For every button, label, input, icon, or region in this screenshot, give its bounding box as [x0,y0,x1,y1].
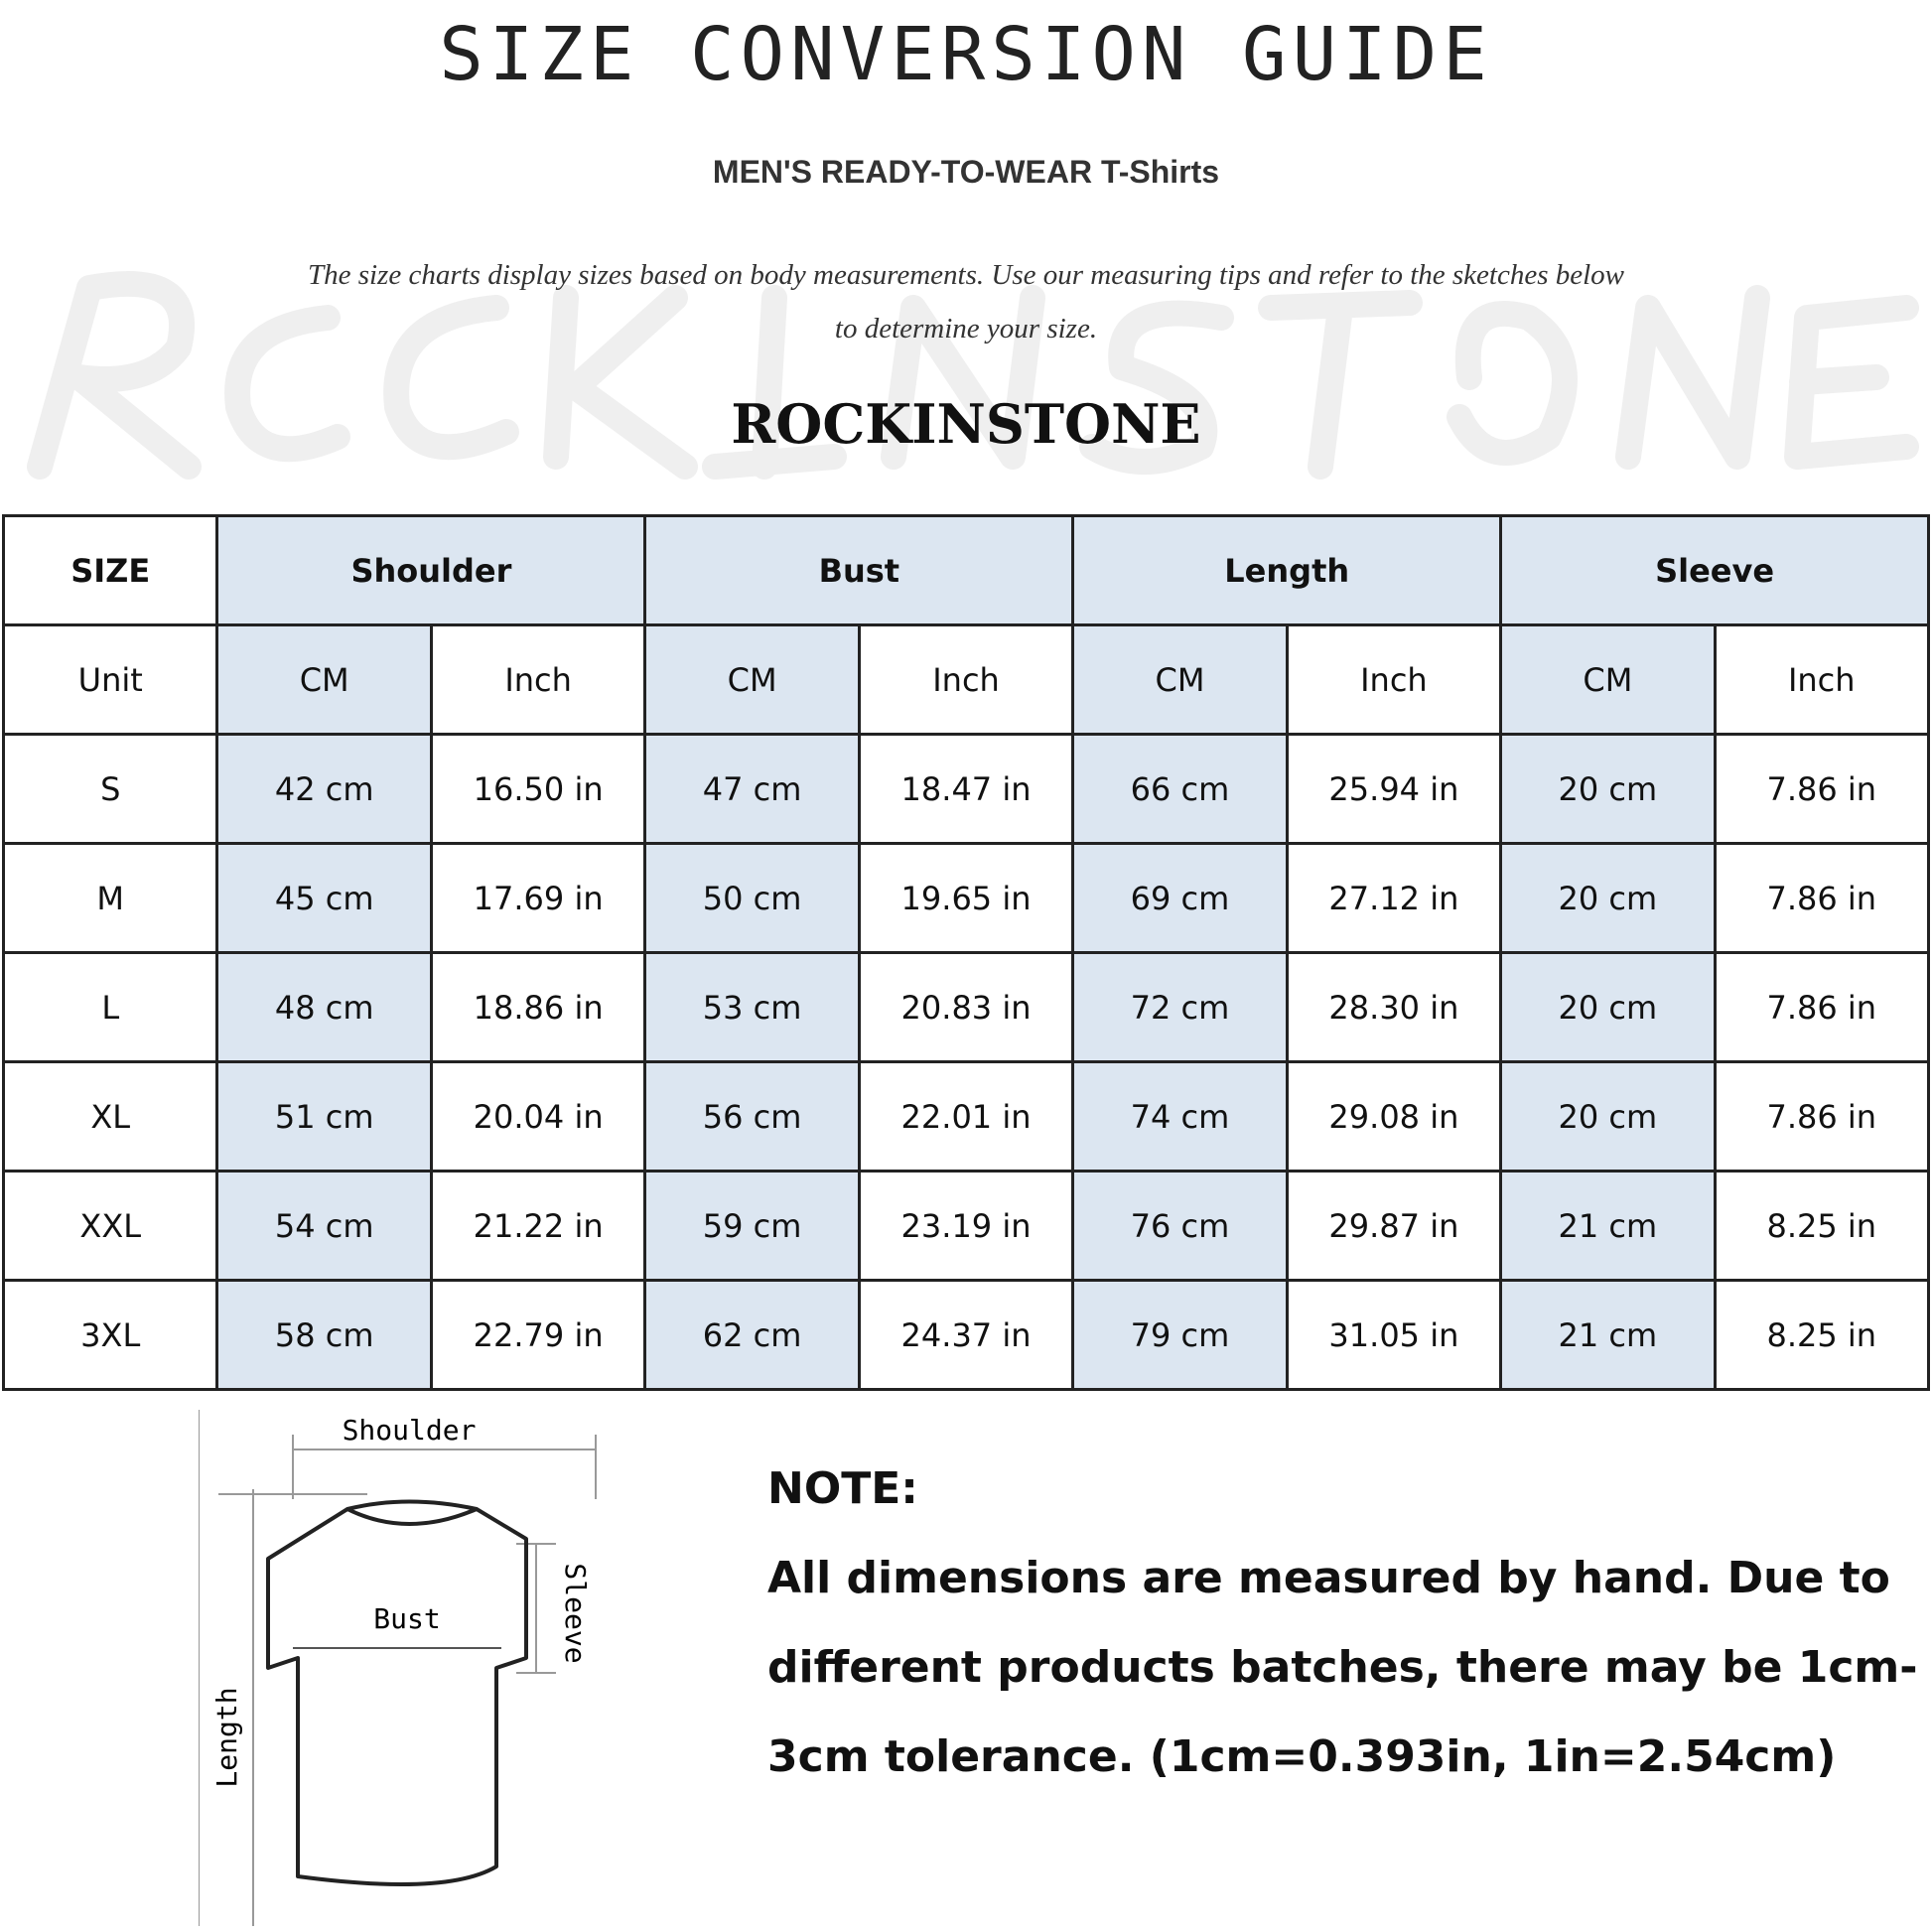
value-cell: 76 cm [1071,1170,1289,1282]
value-cell: 18.86 in [429,951,647,1063]
note: NOTE: All dimensions are measured by han… [767,1445,1919,1802]
value-cell: 7.86 in [1713,842,1931,954]
value-cell: 79 cm [1071,1279,1289,1391]
value-cell: 8.25 in [1713,1279,1931,1391]
value-cell: 59 cm [643,1170,861,1282]
unit-cell: Unit [1,623,219,736]
value-cell: 22.79 in [429,1279,647,1391]
value-cell: 69 cm [1071,842,1289,954]
value-cell: 51 cm [215,1060,433,1173]
size-cell: L [1,951,219,1063]
value-cell: 7.86 in [1713,1060,1931,1173]
sleeve-label: Sleeve [559,1563,592,1663]
size-cell: XL [1,1060,219,1173]
table-row: L 48 cm 18.86 in 53 cm 20.83 in 72 cm 28.30 in… [1,951,1931,1063]
value-cell: 48 cm [215,951,433,1063]
value-cell: 25.94 in [1285,733,1503,845]
description: The size charts display sizes based on b… [307,259,1625,345]
table-row: M 45 cm 17.69 in 50 cm 19.65 in 69 cm 27.12 in… [1,842,1931,954]
value-cell: 28.30 in [1285,951,1503,1063]
size-cell: 3XL [1,1279,219,1391]
subtitle: MEN'S READY-TO-WEAR T-Shirts [712,154,1220,190]
value-cell: 22.01 in [857,1060,1075,1173]
unit-cell: CM [1499,623,1717,736]
note-heading: NOTE: [767,1463,918,1514]
value-cell: 23.19 in [857,1170,1075,1282]
unit-cell: Inch [1713,623,1931,736]
value-cell: 17.69 in [429,842,647,954]
value-cell: 27.12 in [1285,842,1503,954]
value-cell: 58 cm [215,1279,433,1391]
value-cell: 20 cm [1499,951,1717,1063]
size-table: SIZE Shoulder Bust Length Sleeve Unit CM Inch CM… [1,514,1931,1391]
value-cell: 74 cm [1071,1060,1289,1173]
value-cell: 7.86 in [1713,733,1931,845]
value-cell: 42 cm [215,733,433,845]
value-cell: 62 cm [643,1279,861,1391]
value-cell: 24.37 in [857,1279,1075,1391]
value-cell: 50 cm [643,842,861,954]
table-row: S 42 cm 16.50 in 47 cm 18.47 in 66 cm 25.94 in… [1,733,1931,845]
value-cell: 45 cm [215,842,433,954]
value-cell: 56 cm [643,1060,861,1173]
size-cell: S [1,733,219,845]
column-header: Sleeve [1499,514,1930,626]
unit-cell: CM [215,623,433,736]
value-cell: 54 cm [215,1170,433,1282]
size-cell: M [1,842,219,954]
watermark-brush-lettering [27,271,1919,480]
unit-cell: CM [1071,623,1289,736]
shoulder-label: Shoulder [343,1414,477,1447]
table-row: 3XL 58 cm 22.79 in 62 cm 24.37 in 79 cm 31.05 … [1,1279,1931,1391]
value-cell: 31.05 in [1285,1279,1503,1391]
value-cell: 7.86 in [1713,951,1931,1063]
note-text: All dimensions are measured by hand. Due… [767,1553,1918,1782]
value-cell: 20.83 in [857,951,1075,1063]
page-title: SIZE CONVERSION GUIDE [439,12,1493,97]
unit-cell: Inch [1285,623,1503,736]
value-cell: 16.50 in [429,733,647,845]
column-header: Length [1071,514,1503,626]
value-cell: 21 cm [1499,1279,1717,1391]
value-cell: 21.22 in [429,1170,647,1282]
value-cell: 21 cm [1499,1170,1717,1282]
length-label: Length [210,1687,243,1787]
unit-cell: Inch [857,623,1075,736]
value-cell: 72 cm [1071,951,1289,1063]
value-cell: 20 cm [1499,842,1717,954]
unit-row: Unit CM Inch CM Inch CM Inch CM Inch [1,623,1931,736]
tshirt-measurement-sketch: Shoulder Bust Length Sleeve [199,1410,597,1926]
column-header: Bust [643,514,1075,626]
value-cell: 47 cm [643,733,861,845]
value-cell: 29.08 in [1285,1060,1503,1173]
value-cell: 66 cm [1071,733,1289,845]
value-cell: 18.47 in [857,733,1075,845]
unit-cell: CM [643,623,861,736]
value-cell: 20.04 in [429,1060,647,1173]
table-row: XXL 54 cm 21.22 in 59 cm 23.19 in 76 cm 29.87 … [1,1170,1931,1282]
column-header: SIZE [1,514,219,626]
size-cell: XXL [1,1170,219,1282]
table-row: XL 51 cm 20.04 in 56 cm 22.01 in 74 cm 29.08 i… [1,1060,1931,1173]
unit-cell: Inch [429,623,647,736]
header-row: SIZE Shoulder Bust Length Sleeve [1,514,1930,626]
value-cell: 29.87 in [1285,1170,1503,1282]
column-header: Shoulder [215,514,647,626]
value-cell: 19.65 in [857,842,1075,954]
brand-name: ROCKINSTONE [731,392,1201,456]
value-cell: 8.25 in [1713,1170,1931,1282]
value-cell: 53 cm [643,951,861,1063]
bust-label: Bust [373,1602,440,1635]
value-cell: 20 cm [1499,1060,1717,1173]
value-cell: 20 cm [1499,733,1717,845]
